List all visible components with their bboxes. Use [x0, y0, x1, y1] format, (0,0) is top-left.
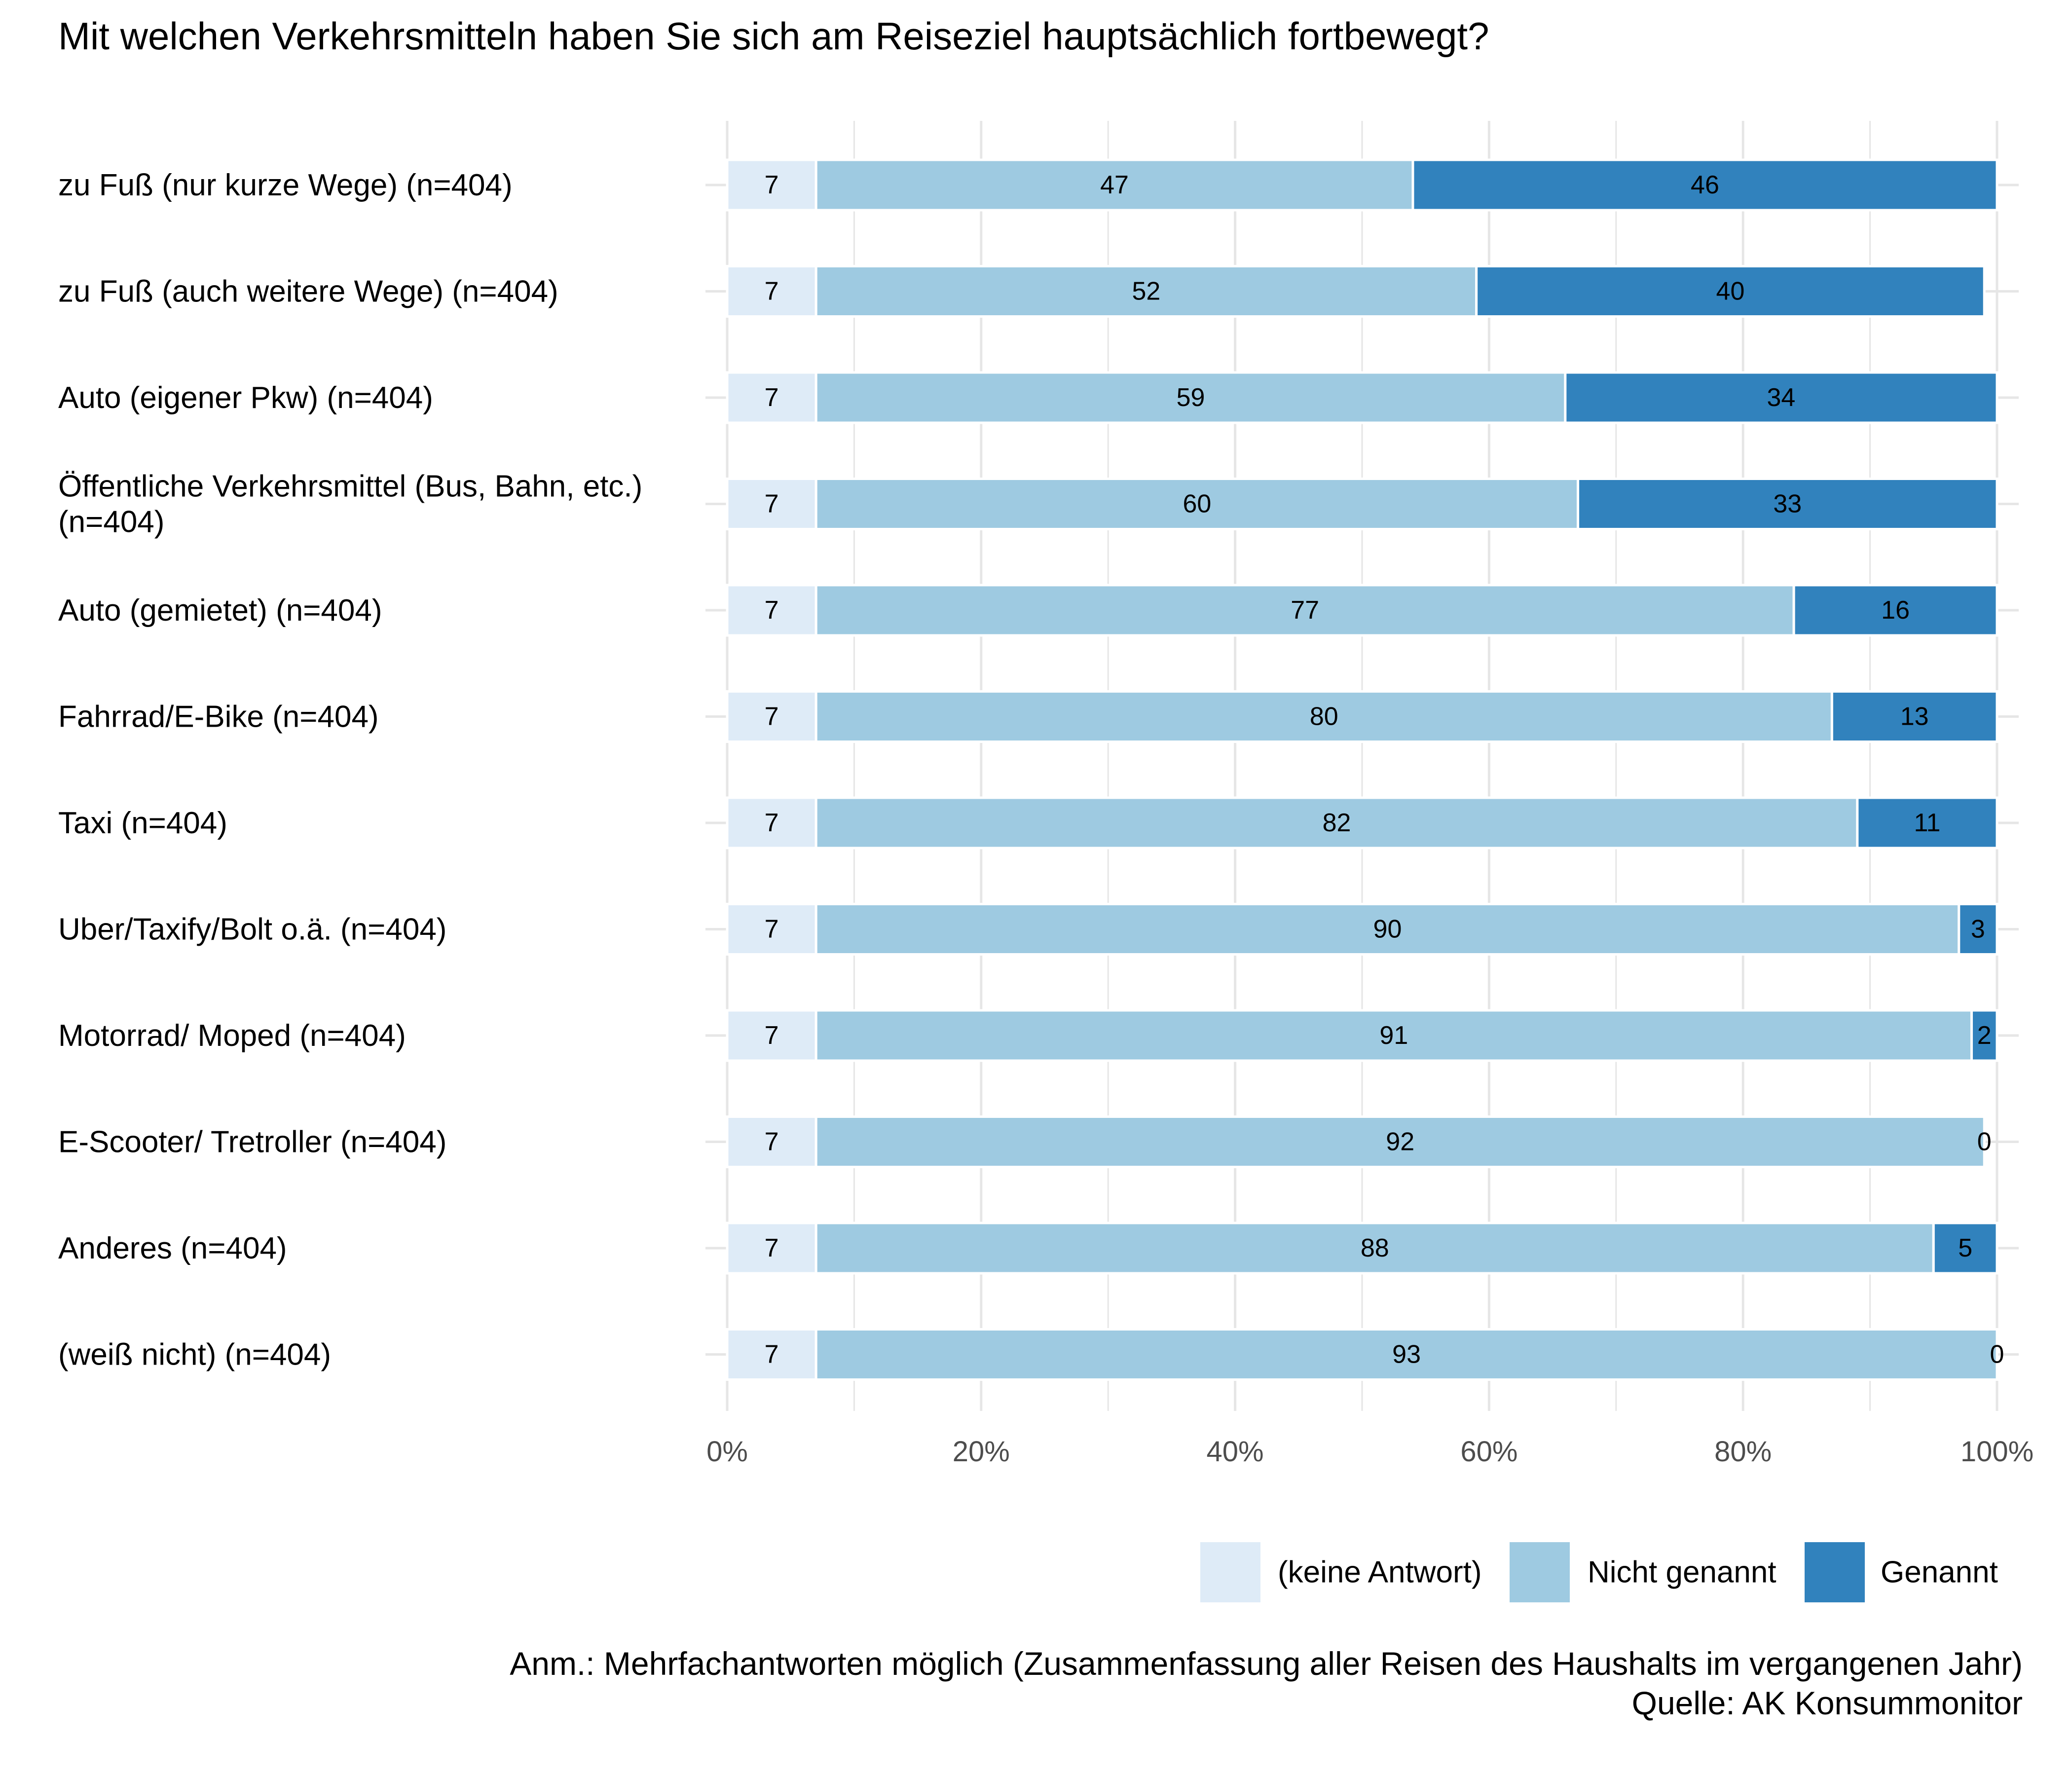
bar-segment — [726, 158, 817, 212]
data-label: 40 — [1716, 277, 1745, 306]
data-label: 88 — [1361, 1234, 1389, 1262]
data-label: 7 — [765, 171, 779, 199]
bar-segment — [726, 1009, 817, 1062]
category-labels: zu Fuß (nur kurze Wege) (n=404) zu Fuß (a… — [58, 168, 642, 1372]
data-label: 7 — [765, 915, 779, 944]
bar-segment — [814, 690, 1833, 743]
category-label: Fahrrad/E-Bike (n=404) — [58, 700, 379, 734]
x-tick-label: 20% — [953, 1436, 1010, 1468]
category-label: (weiß nicht) (n=404) — [58, 1337, 331, 1371]
chart-note: Anm.: Mehrfachantworten möglich (Zusamme… — [510, 1645, 2023, 1682]
data-label: 34 — [1767, 383, 1795, 412]
category-label: Uber/Taxify/Bolt o.ä. (n=404) — [58, 912, 446, 946]
legend-label: Genannt — [1881, 1555, 1998, 1590]
bar-segment — [1577, 478, 1998, 530]
data-label: 91 — [1379, 1021, 1408, 1050]
data-label: 0 — [1990, 1340, 2004, 1369]
x-tick-label: 60% — [1460, 1436, 1517, 1468]
bar-segment — [814, 265, 1478, 318]
data-label: 13 — [1900, 703, 1929, 731]
data-label: 60 — [1183, 490, 1211, 518]
bar-segment — [1932, 1221, 1998, 1275]
bar-segment — [726, 584, 817, 637]
data-label: 7 — [765, 277, 779, 306]
legend-label: Nicht genannt — [1588, 1555, 1776, 1590]
data-label: 7 — [765, 1234, 779, 1262]
bars — [726, 158, 1998, 1381]
data-label: 33 — [1773, 490, 1802, 518]
bar-segment — [814, 371, 1567, 424]
data-label: 7 — [765, 596, 779, 625]
legend: (keine Antwort) Nicht genannt Genannt — [1200, 1542, 1998, 1602]
chart-source: Quelle: AK Konsummonitor — [1632, 1685, 2023, 1721]
x-tick-label: 100% — [1961, 1436, 2034, 1468]
category-label: Motorrad/ Moped (n=404) — [58, 1019, 406, 1053]
x-axis-ticks: 0% 20% 40% 60% 80% 100% — [706, 1436, 2034, 1468]
legend-swatch — [1510, 1542, 1570, 1602]
data-label: 80 — [1310, 703, 1338, 731]
data-label: 82 — [1323, 809, 1351, 837]
data-label: 93 — [1392, 1340, 1421, 1369]
category-label: zu Fuß (auch weitere Wege) (n=404) — [58, 274, 558, 308]
chart-title: Mit welchen Verkehrsmitteln haben Sie si… — [58, 14, 1489, 58]
data-label: 11 — [1914, 809, 1940, 837]
bar-segment — [726, 265, 817, 318]
bar-segment — [814, 478, 1580, 530]
data-label: 7 — [765, 1340, 779, 1369]
bar-segment — [726, 903, 817, 956]
bar-segment — [1970, 1009, 1998, 1062]
data-labels: 7 47 467 52 407 59 347 60 337 77 167 80 137 82 117 90 37… — [765, 171, 2004, 1369]
data-label: 2 — [1977, 1021, 1992, 1050]
bar-segment — [1830, 690, 1998, 743]
bar-segment — [1792, 584, 1998, 637]
data-label: 77 — [1291, 596, 1319, 625]
bar-segment — [814, 158, 1414, 212]
bar-segment — [726, 690, 817, 743]
bar-segment — [726, 371, 817, 424]
x-tick-label: 80% — [1714, 1436, 1772, 1468]
category-label: Anderes (n=404) — [58, 1231, 287, 1265]
legend-swatch — [1200, 1542, 1260, 1602]
data-label: 52 — [1132, 277, 1160, 306]
category-label: Taxi (n=404) — [58, 806, 227, 840]
bar-segment — [814, 584, 1795, 637]
bar-segment — [814, 1328, 1998, 1381]
data-label: 7 — [765, 1021, 779, 1050]
data-label: 90 — [1373, 915, 1402, 944]
data-label: 46 — [1691, 171, 1719, 199]
data-label: 3 — [1971, 915, 1985, 944]
data-label: 92 — [1386, 1128, 1414, 1156]
data-label: 7 — [765, 490, 779, 518]
legend-swatch — [1805, 1542, 1865, 1602]
data-label: 59 — [1177, 383, 1205, 412]
category-label: Auto (gemietet) (n=404) — [58, 593, 382, 628]
category-label: E-Scooter/ Tretroller (n=404) — [58, 1125, 446, 1159]
data-label: 0 — [1977, 1128, 1992, 1156]
bar-segment — [814, 903, 1961, 956]
data-label: 7 — [765, 809, 779, 837]
legend-label: (keine Antwort) — [1278, 1555, 1482, 1590]
data-label: 5 — [1958, 1234, 1972, 1262]
data-label: 16 — [1881, 596, 1910, 625]
data-label: 7 — [765, 1128, 779, 1156]
data-label: 7 — [765, 383, 779, 412]
x-tick-label: 0% — [706, 1436, 748, 1468]
bar-segment — [1958, 903, 1998, 956]
bar-segment — [1475, 265, 1986, 318]
bar-segment — [814, 1115, 1986, 1168]
bar-segment — [1564, 371, 1998, 424]
category-label: Öffentliche Verkehrsmittel (Bus, Bahn, e… — [58, 469, 642, 539]
x-tick-label: 40% — [1207, 1436, 1264, 1468]
bar-segment — [726, 1221, 817, 1275]
data-label: 7 — [765, 703, 779, 731]
bar-segment — [814, 1009, 1973, 1062]
bar-segment — [1411, 158, 1998, 212]
category-label: zu Fuß (nur kurze Wege) (n=404) — [58, 168, 513, 202]
category-label: Auto (eigener Pkw) (n=404) — [58, 381, 433, 415]
data-label: 47 — [1100, 171, 1129, 199]
bar-segment — [1856, 796, 1998, 850]
